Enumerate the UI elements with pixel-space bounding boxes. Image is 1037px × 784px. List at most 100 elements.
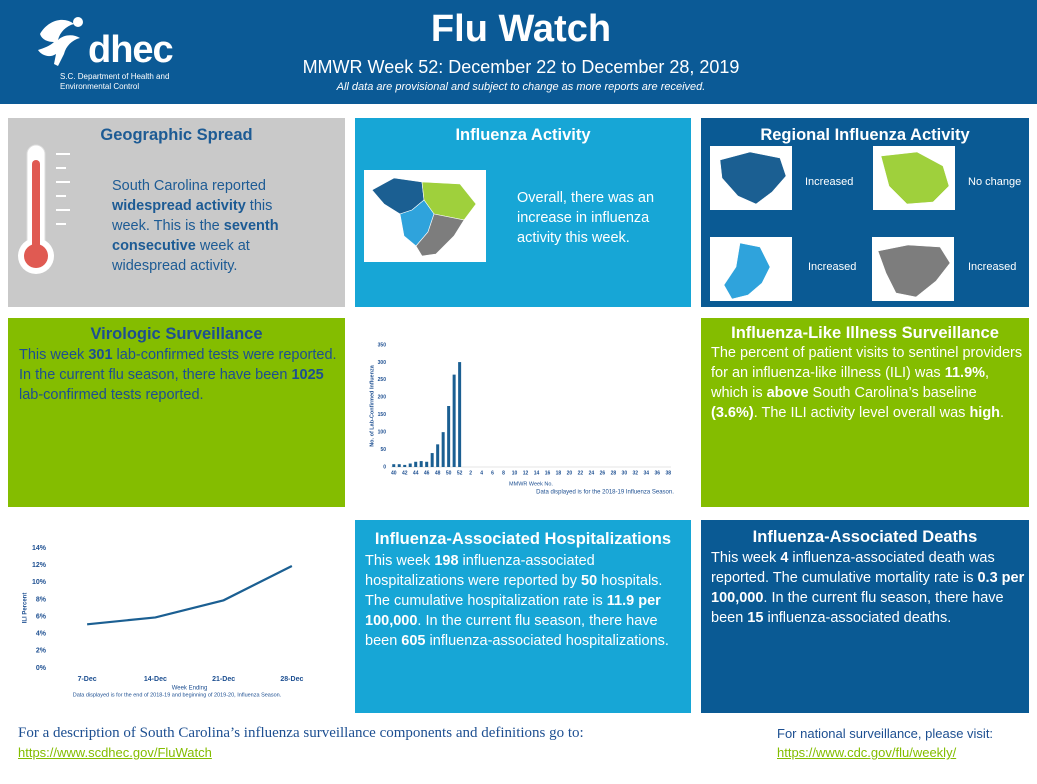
y-tick-label: 350 — [378, 342, 387, 348]
y-axis-title: ILI Percent — [23, 593, 29, 624]
region-status: No change — [968, 176, 1022, 188]
bar — [430, 453, 434, 467]
bold-text: 605 — [401, 633, 426, 649]
text: , which is — [711, 365, 990, 401]
y-tick-label: 2% — [36, 648, 47, 655]
bold-text: 301 — [88, 347, 113, 363]
x-tick-label: 24 — [589, 470, 595, 476]
text: influenza-associated hospitalizations we… — [365, 553, 595, 589]
bar — [458, 362, 462, 467]
text: . In the current flu season, there have … — [711, 590, 1004, 626]
logo-icon — [38, 17, 83, 66]
panel-body: This week 198 influenza-associated hospi… — [365, 551, 687, 651]
region-map — [873, 146, 955, 210]
text: This week — [19, 347, 89, 363]
header: dhec S.C. Department of Health and Envir… — [0, 0, 1037, 104]
bold-text: 11.9 per 100,000 — [365, 593, 661, 629]
region-shape — [719, 151, 787, 205]
bar — [403, 464, 407, 467]
y-tick-label: 50 — [380, 447, 386, 453]
text: South Carolina’s baseline — [808, 385, 977, 401]
bold-text: 15 — [747, 610, 764, 626]
activity-panel: Influenza Activity Overall, there was an… — [355, 118, 691, 307]
x-axis-title: MMWR Week No. — [509, 481, 553, 487]
x-tick-label: 7-Dec — [78, 676, 97, 683]
x-tick-label: 26 — [600, 470, 606, 476]
y-tick-label: 14% — [32, 545, 47, 552]
bold-text: 0.3 per 100,000 — [711, 570, 1025, 606]
bold-text: 198 — [434, 553, 459, 569]
text: . The ILI activity level overall was — [753, 405, 970, 421]
panel-title: Influenza-Associated Hospitalizations — [374, 530, 672, 548]
x-tick-label: 22 — [578, 470, 584, 476]
thermometer — [18, 144, 70, 274]
text: . In the current flu season, there have … — [365, 613, 658, 649]
x-tick-label: 2 — [469, 470, 472, 476]
footer-right: For national surveillance, please visit:… — [777, 724, 1027, 762]
y-tick-label: 10% — [32, 579, 47, 586]
y-axis-title: No. of Lab-Confirmed Influenza — [369, 364, 375, 447]
x-tick-label: 21-Dec — [212, 676, 235, 683]
text: this week. This is the — [112, 198, 273, 234]
bar — [392, 464, 396, 467]
panel-body: This week 301 lab-confirmed tests were r… — [19, 345, 341, 405]
text: hospitals. The cumulative hospitalizatio… — [365, 573, 663, 609]
bold-text: 11.9% — [944, 365, 986, 381]
region-status: Increased — [805, 176, 854, 188]
panel-body: The percent of patient visits to sentine… — [711, 343, 1027, 423]
x-tick-label: 20 — [567, 470, 573, 476]
page-subtitle: MMWR Week 52: December 22 to December 28… — [302, 57, 740, 77]
chart-note: Data displayed is for the end of 2018-19… — [73, 692, 282, 698]
x-tick-label: 28 — [611, 470, 617, 476]
chart-note: Data displayed is for the 2018-19 Influe… — [536, 490, 674, 496]
regional-panel: Regional Influenza Activity Increased No … — [701, 118, 1029, 307]
text: influenza-associated death was reported.… — [711, 550, 995, 586]
virologic-panel: Virologic Surveillance This week 301 lab… — [8, 318, 345, 507]
x-tick-label: 4 — [480, 470, 483, 476]
footer-text: For a description of South Carolina’s in… — [18, 725, 584, 741]
x-tick-label: 42 — [402, 470, 408, 476]
region-map — [710, 146, 792, 210]
text: The percent of patient visits to sentine… — [711, 345, 1023, 381]
bar — [408, 463, 412, 467]
x-tick-label: 6 — [491, 470, 494, 476]
x-tick-label: 38 — [665, 470, 671, 476]
x-tick-label: 46 — [424, 470, 430, 476]
x-tick-label: 16 — [545, 470, 551, 476]
footer-link[interactable]: https://www.scdhec.gov/FluWatch — [18, 745, 212, 760]
panel-title: Regional Influenza Activity — [760, 126, 970, 144]
y-tick-label: 4% — [36, 631, 47, 638]
lab-chart-panel: 0 50 100 150 200 250 300 350 40 42 44 46 48 50 52 2 4 6 8 1… — [355, 318, 691, 507]
page-title: Flu Watch — [430, 8, 612, 50]
x-axis-title: Week Ending — [172, 686, 208, 692]
logo-subtitle: S.C. Department of Health and Environmen… — [60, 72, 170, 91]
panel-body: Overall, there was an increase in influe… — [517, 190, 655, 246]
panel-body: This week 4 influenza-associated death w… — [711, 548, 1027, 628]
y-tick-label: 150 — [378, 412, 387, 418]
x-tick-label: 12 — [523, 470, 529, 476]
x-tick-label: 28-Dec — [280, 676, 303, 683]
line — [87, 565, 293, 626]
x-tick-label: 8 — [502, 470, 505, 476]
region-shape — [877, 244, 951, 298]
y-tick-label: 200 — [378, 395, 387, 401]
geographic-panel: Geographic Spread South Carolina reporte… — [8, 118, 345, 307]
x-tick-label: 32 — [633, 470, 639, 476]
bar — [425, 461, 429, 467]
x-tick-label: 50 — [446, 470, 452, 476]
region-shape — [880, 151, 950, 205]
state-map — [364, 170, 486, 262]
ili-chart-panel: 0% 2% 4% 6% 8% 10% 12% 14% 7-Dec 14-Dec 21-Dec 28-D… — [8, 520, 345, 713]
panel-body: South Carolina reported widespread activ… — [112, 176, 312, 276]
x-tick-label: 30 — [622, 470, 628, 476]
panel-title: Influenza Activity — [455, 126, 591, 144]
ili-chart: 0% 2% 4% 6% 8% 10% 12% 14% 7-Dec 14-Dec 21-Dec 28-D… — [23, 545, 304, 699]
x-tick-label: 18 — [556, 470, 562, 476]
bar — [414, 461, 418, 467]
footer-link[interactable]: https://www.cdc.gov/flu/weekly/ — [777, 745, 957, 760]
y-tick-label: 250 — [378, 377, 387, 383]
x-tick-label: 34 — [644, 470, 650, 476]
y-tick-label: 0% — [36, 665, 47, 672]
y-tick-label: 12% — [32, 562, 47, 569]
